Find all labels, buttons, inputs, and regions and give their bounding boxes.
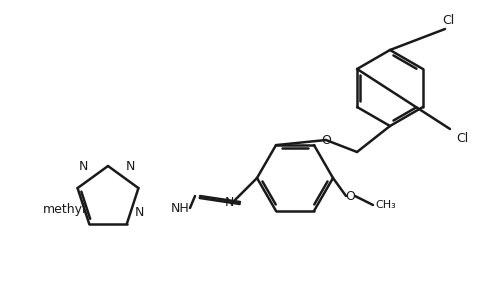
Text: CH₃: CH₃ <box>375 200 396 210</box>
Text: NH: NH <box>170 201 189 215</box>
Text: methyl: methyl <box>43 204 87 217</box>
Text: N: N <box>125 161 135 173</box>
Text: O: O <box>345 190 355 203</box>
Text: N: N <box>79 161 88 173</box>
Text: O: O <box>321 134 331 147</box>
Text: N: N <box>224 195 234 209</box>
Text: Cl: Cl <box>456 131 468 145</box>
Text: N: N <box>134 207 144 220</box>
Text: Cl: Cl <box>442 13 454 27</box>
